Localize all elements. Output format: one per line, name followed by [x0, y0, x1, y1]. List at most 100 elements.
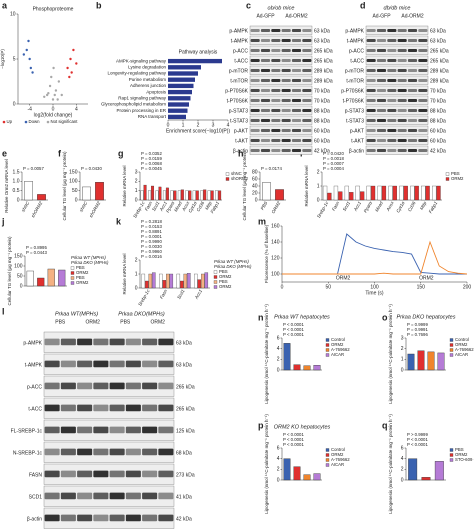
- blot-band: [250, 49, 260, 52]
- blot-band: [387, 139, 397, 142]
- blot-panel: [249, 45, 313, 55]
- y-tick-label: 50: [17, 273, 23, 279]
- blot-size: 42 kDa: [176, 516, 192, 522]
- bar: [159, 273, 163, 289]
- y-tick-label: 1: [135, 188, 138, 194]
- blot-band: [302, 149, 312, 152]
- bar: [185, 190, 189, 201]
- blot-band: [387, 119, 397, 122]
- x-tick-label: 2: [197, 122, 200, 128]
- blot-band: [407, 109, 418, 112]
- blot-band: [44, 448, 60, 456]
- bar: [140, 190, 144, 201]
- p-value: P = 0.0430: [81, 166, 102, 171]
- blot-band: [93, 492, 109, 500]
- blot-band: [407, 29, 418, 32]
- bar: [322, 185, 328, 201]
- blot-band: [109, 470, 125, 478]
- blot-band: [93, 404, 109, 412]
- blot-band: [291, 99, 302, 102]
- blot-band: [44, 492, 60, 500]
- x-tick-label: Acc1: [193, 288, 203, 300]
- y-tick-label: 150: [69, 169, 78, 175]
- y-tick-label: 0: [135, 285, 138, 291]
- blot-band: [281, 39, 291, 42]
- blot-row-label: p-STAT3: [345, 108, 364, 114]
- bar: [197, 279, 202, 289]
- blot-band: [77, 360, 93, 368]
- blot-row-label: t-ACC: [350, 58, 364, 64]
- blot-size: 63 kDa: [430, 38, 446, 44]
- blot-band: [125, 404, 141, 412]
- blot-band: [125, 470, 141, 478]
- blot-size: 63 kDa: [314, 38, 330, 44]
- blot-band: [77, 492, 93, 500]
- blot-band: [260, 59, 271, 62]
- blot-title: Prkaa WT(MPHs): [55, 311, 98, 317]
- blot-panel: [365, 105, 429, 115]
- blot-band: [397, 49, 407, 52]
- bar: [143, 184, 147, 201]
- y-tick-label: 2: [317, 169, 320, 175]
- blot-band: [250, 39, 260, 42]
- x-tick-label: shNC: [78, 200, 88, 213]
- blot-band: [250, 139, 260, 142]
- legend-swatch: [325, 458, 330, 462]
- blot-row-label: t-mTOR: [230, 78, 248, 84]
- blot-band: [260, 109, 271, 112]
- legend-swatch: [325, 348, 330, 352]
- blot-band: [397, 119, 407, 122]
- blot-row-label: p-AMPK: [23, 340, 42, 346]
- blot-band: [142, 470, 158, 478]
- blot-row-label: t-P70S6K: [227, 98, 249, 104]
- blot-band: [376, 109, 387, 112]
- y-tick-label: 4: [401, 456, 404, 462]
- chart-title: Prkaa WT hepatocytes: [274, 314, 330, 320]
- blot-row-label: t-STAT3: [230, 118, 248, 124]
- y-tick-label: 80: [252, 169, 258, 175]
- bar: [170, 190, 174, 201]
- point: [22, 53, 26, 56]
- x-tick-label: 0: [281, 284, 284, 290]
- blot-band: [250, 109, 260, 112]
- blot-row-label: t-AMPK: [347, 38, 365, 44]
- blot-row-label: FL-SREBP-1c: [11, 428, 43, 434]
- panel-letter: e: [2, 148, 7, 158]
- category-label: AMPK-signaling pathway: [116, 58, 167, 63]
- blot-band: [302, 139, 312, 142]
- blot-panel: [43, 463, 175, 485]
- blot-band: [125, 426, 141, 434]
- blot-band: [387, 109, 397, 112]
- legend-swatch: [70, 281, 75, 285]
- blot-size: 265 kDa: [314, 58, 333, 64]
- legend-label: ORM2: [219, 274, 232, 279]
- bar: [303, 474, 311, 481]
- x-tick-label: PBS: [260, 201, 269, 211]
- point: [52, 66, 55, 70]
- p-value: P = 0.0420: [323, 151, 344, 156]
- blot-band: [376, 69, 387, 72]
- y-axis-label: Lipogenesis (nmol ¹⁴C-palmitate mg⁻¹ pro…: [388, 304, 393, 404]
- blot-size: 41 kDa: [176, 494, 192, 500]
- point: [54, 89, 58, 92]
- bar: [82, 186, 91, 201]
- x-tick-label: Acc1: [352, 200, 362, 212]
- blot-row-label: p-AKT: [350, 128, 364, 134]
- blot-band: [376, 39, 387, 42]
- blot-band: [250, 149, 260, 152]
- bar: [158, 186, 162, 201]
- category-label: Glycerophospholipid metabolism: [101, 102, 166, 107]
- blot-panel: [249, 125, 313, 135]
- y-tick-label: 0: [255, 197, 258, 203]
- blot-band: [250, 59, 260, 62]
- p-value: P = 0.0007: [323, 161, 344, 166]
- p-value: P = 0.9999: [407, 322, 428, 327]
- blot-band: [302, 119, 312, 122]
- blot-band: [260, 119, 271, 122]
- blot-band: [44, 404, 60, 412]
- blot-size: 265 kDa: [430, 48, 449, 54]
- blot-band: [142, 338, 158, 346]
- legend-swatch: [213, 285, 218, 289]
- x-tick-label: Fabp1: [428, 200, 439, 214]
- blot-panel: [249, 55, 313, 65]
